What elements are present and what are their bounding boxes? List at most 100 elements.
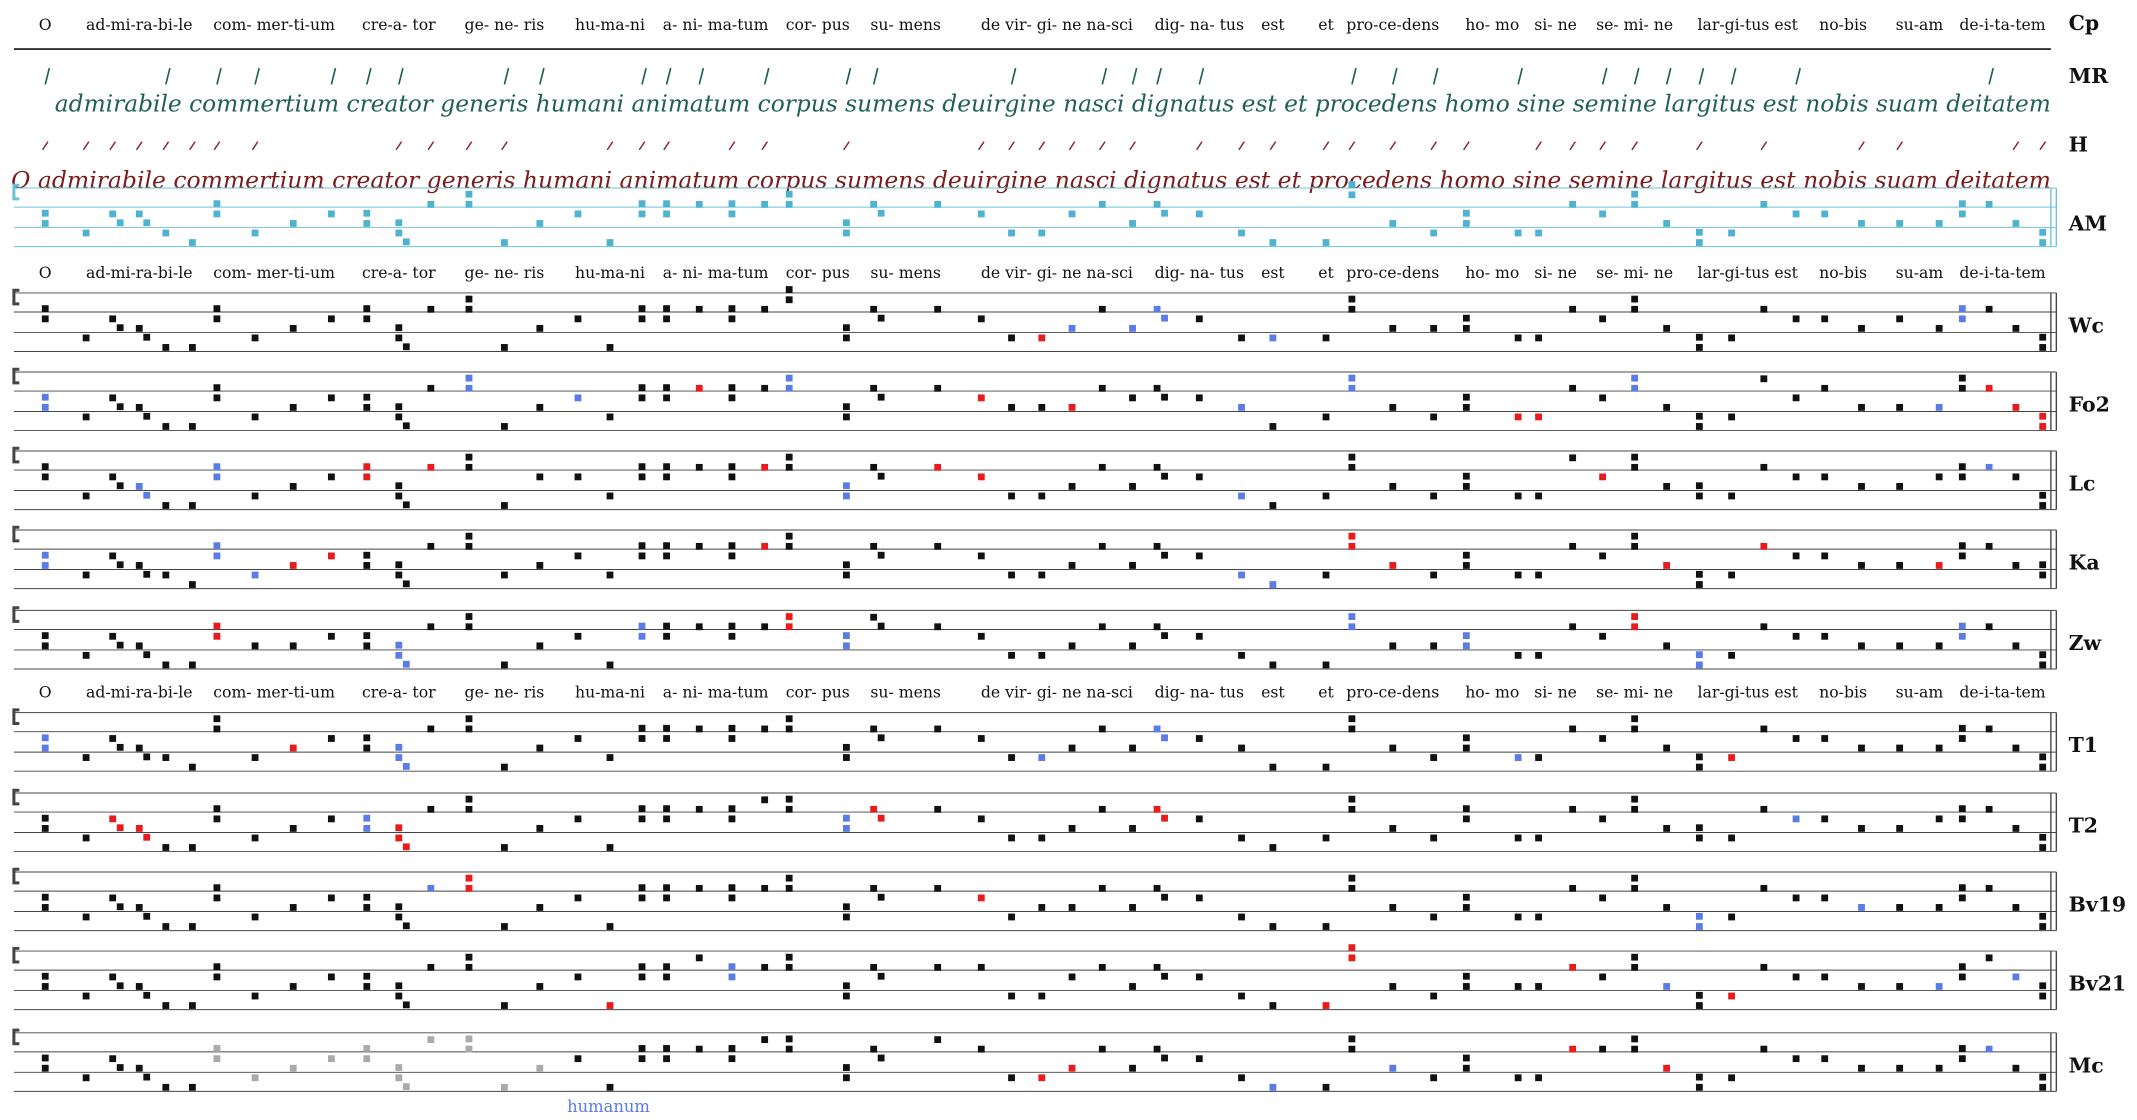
neume	[728, 622, 736, 630]
neume	[363, 473, 371, 481]
neume	[870, 884, 878, 892]
neume	[843, 492, 850, 500]
neume	[877, 622, 885, 630]
neume	[395, 482, 403, 490]
neume	[116, 743, 124, 751]
neume	[116, 903, 124, 911]
neume	[1569, 623, 1577, 631]
neume	[162, 571, 170, 579]
neume	[1098, 963, 1106, 971]
neume	[251, 413, 259, 421]
neume	[1348, 725, 1356, 733]
neume	[1269, 334, 1277, 342]
neume	[251, 229, 259, 237]
neume	[1535, 413, 1542, 421]
neume	[289, 744, 297, 752]
neume	[1569, 200, 1577, 208]
neume	[606, 1002, 614, 1009]
neume	[188, 1083, 196, 1091]
neume	[1858, 562, 1865, 569]
neume-stroke	[254, 67, 260, 85]
neume	[1238, 571, 1245, 579]
neume	[465, 463, 473, 471]
neume-stroke	[44, 67, 51, 85]
syllable: se- mi- ne	[1596, 683, 1673, 702]
neume	[977, 1045, 985, 1053]
neume	[1599, 210, 1607, 218]
neume	[1389, 642, 1397, 650]
neume	[363, 904, 371, 911]
neume-stroke	[845, 67, 852, 85]
neume-stroke	[427, 141, 435, 151]
neume	[82, 992, 90, 1000]
neume	[363, 814, 371, 822]
neume	[2039, 561, 2047, 569]
neume	[870, 305, 878, 313]
neume	[1760, 884, 1768, 892]
neume	[1896, 483, 1904, 490]
neume	[1821, 815, 1829, 823]
neume-stroke	[1463, 141, 1470, 151]
neume-stroke	[1631, 141, 1638, 151]
neume	[1195, 894, 1203, 902]
neume-stroke	[606, 141, 614, 151]
neume	[465, 874, 473, 882]
neume	[1462, 904, 1470, 911]
neume	[1322, 413, 1330, 421]
neume	[1348, 374, 1356, 382]
neume	[870, 463, 878, 471]
neume	[1695, 923, 1703, 930]
neume	[1348, 795, 1356, 803]
neume	[213, 963, 221, 971]
neume	[465, 374, 473, 382]
syllable: pro-ce-dens	[1346, 15, 1439, 34]
neume	[1935, 324, 1943, 332]
neume	[41, 904, 49, 911]
neume	[1535, 492, 1542, 500]
neume-stroke	[1698, 67, 1705, 85]
neume	[1195, 632, 1203, 640]
neume	[1535, 834, 1542, 842]
neume	[785, 725, 793, 733]
neume	[109, 1055, 117, 1063]
neume	[1430, 642, 1438, 650]
neume	[663, 894, 670, 902]
neume	[213, 622, 221, 630]
neume	[135, 483, 143, 490]
neume	[82, 413, 90, 421]
neume	[843, 219, 850, 227]
neume	[1728, 992, 1736, 1000]
neume	[1695, 834, 1703, 842]
neume	[1728, 413, 1736, 421]
staff	[12, 525, 2058, 590]
neume	[41, 209, 49, 217]
neume	[638, 735, 646, 742]
neume	[728, 305, 736, 313]
staff-label: Bv19	[2069, 893, 2127, 917]
staff-label: Wc	[2068, 314, 2104, 338]
neume	[1935, 562, 1943, 569]
neume	[188, 502, 196, 509]
neume	[536, 983, 544, 990]
neume	[1631, 1045, 1639, 1053]
neume	[870, 200, 878, 208]
neume	[1098, 200, 1106, 208]
neume	[638, 384, 646, 392]
neume	[1663, 983, 1671, 990]
neume	[1514, 1074, 1522, 1082]
neume	[663, 542, 670, 550]
neume	[427, 200, 435, 208]
neume	[1695, 228, 1703, 236]
neume	[2039, 1083, 2047, 1091]
neume	[1068, 562, 1076, 569]
neume	[395, 743, 403, 751]
neume	[761, 884, 769, 892]
neume	[1858, 904, 1865, 911]
neume	[1792, 973, 1800, 981]
neume-stroke	[1517, 67, 1524, 85]
neume	[843, 324, 850, 332]
neume	[213, 315, 221, 323]
neume	[1695, 753, 1703, 761]
neume	[116, 824, 124, 832]
neume	[536, 744, 544, 752]
